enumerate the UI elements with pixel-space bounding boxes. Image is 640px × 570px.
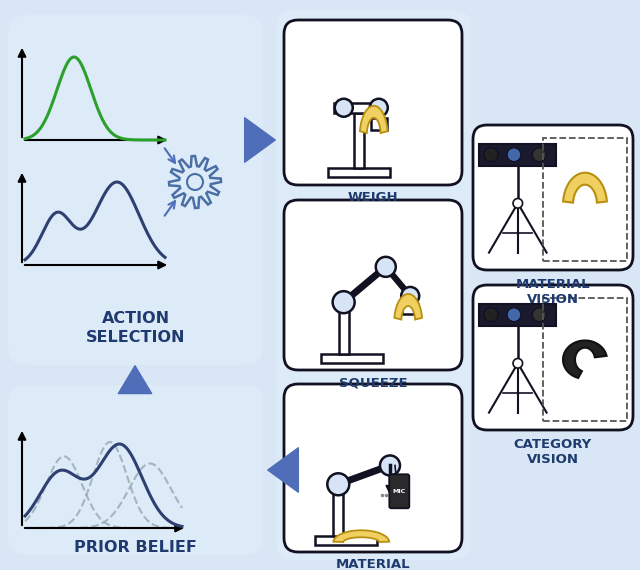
Text: MATERIAL
VISION: MATERIAL VISION: [516, 278, 590, 306]
Circle shape: [484, 308, 498, 321]
Circle shape: [335, 99, 353, 117]
Polygon shape: [563, 173, 607, 203]
Text: WEIGH: WEIGH: [348, 191, 398, 204]
FancyBboxPatch shape: [473, 285, 633, 430]
Polygon shape: [394, 294, 422, 320]
Bar: [371, 118, 387, 130]
FancyBboxPatch shape: [284, 384, 462, 552]
Polygon shape: [333, 530, 389, 542]
Circle shape: [401, 287, 419, 305]
Text: MATERIAL
SOUND: MATERIAL SOUND: [336, 558, 410, 570]
Text: ACTION
SELECTION: ACTION SELECTION: [86, 311, 185, 345]
Bar: [328, 168, 390, 177]
Bar: [479, 144, 556, 166]
Circle shape: [532, 148, 547, 162]
Circle shape: [513, 198, 523, 208]
FancyArrowPatch shape: [244, 118, 275, 162]
Polygon shape: [360, 106, 388, 133]
Bar: [333, 484, 343, 536]
Circle shape: [327, 473, 349, 495]
Bar: [543, 298, 627, 421]
Text: PRIOR BELIEF: PRIOR BELIEF: [74, 540, 197, 556]
Circle shape: [507, 148, 521, 162]
Bar: [334, 103, 384, 113]
Bar: [316, 536, 378, 545]
Bar: [479, 304, 556, 325]
Bar: [321, 354, 383, 363]
Circle shape: [380, 455, 400, 475]
Polygon shape: [563, 340, 607, 378]
Bar: [402, 304, 418, 314]
Circle shape: [532, 308, 547, 321]
FancyBboxPatch shape: [473, 125, 633, 270]
Text: SQUEEZE: SQUEEZE: [339, 376, 407, 389]
FancyBboxPatch shape: [389, 474, 410, 508]
Circle shape: [513, 359, 523, 368]
FancyBboxPatch shape: [284, 200, 462, 370]
Circle shape: [370, 99, 388, 117]
Circle shape: [376, 257, 396, 277]
Bar: [543, 138, 627, 261]
FancyArrowPatch shape: [268, 448, 298, 492]
Circle shape: [484, 148, 498, 162]
FancyBboxPatch shape: [8, 385, 263, 555]
Circle shape: [507, 308, 521, 321]
Bar: [339, 302, 349, 354]
FancyArrowPatch shape: [118, 366, 152, 393]
FancyBboxPatch shape: [284, 20, 462, 185]
Polygon shape: [386, 486, 394, 494]
FancyBboxPatch shape: [8, 15, 263, 365]
Bar: [354, 113, 364, 168]
FancyBboxPatch shape: [276, 10, 471, 560]
Text: CATEGORY
VISION: CATEGORY VISION: [514, 438, 592, 466]
Text: MIC: MIC: [393, 489, 406, 494]
Circle shape: [333, 291, 355, 313]
